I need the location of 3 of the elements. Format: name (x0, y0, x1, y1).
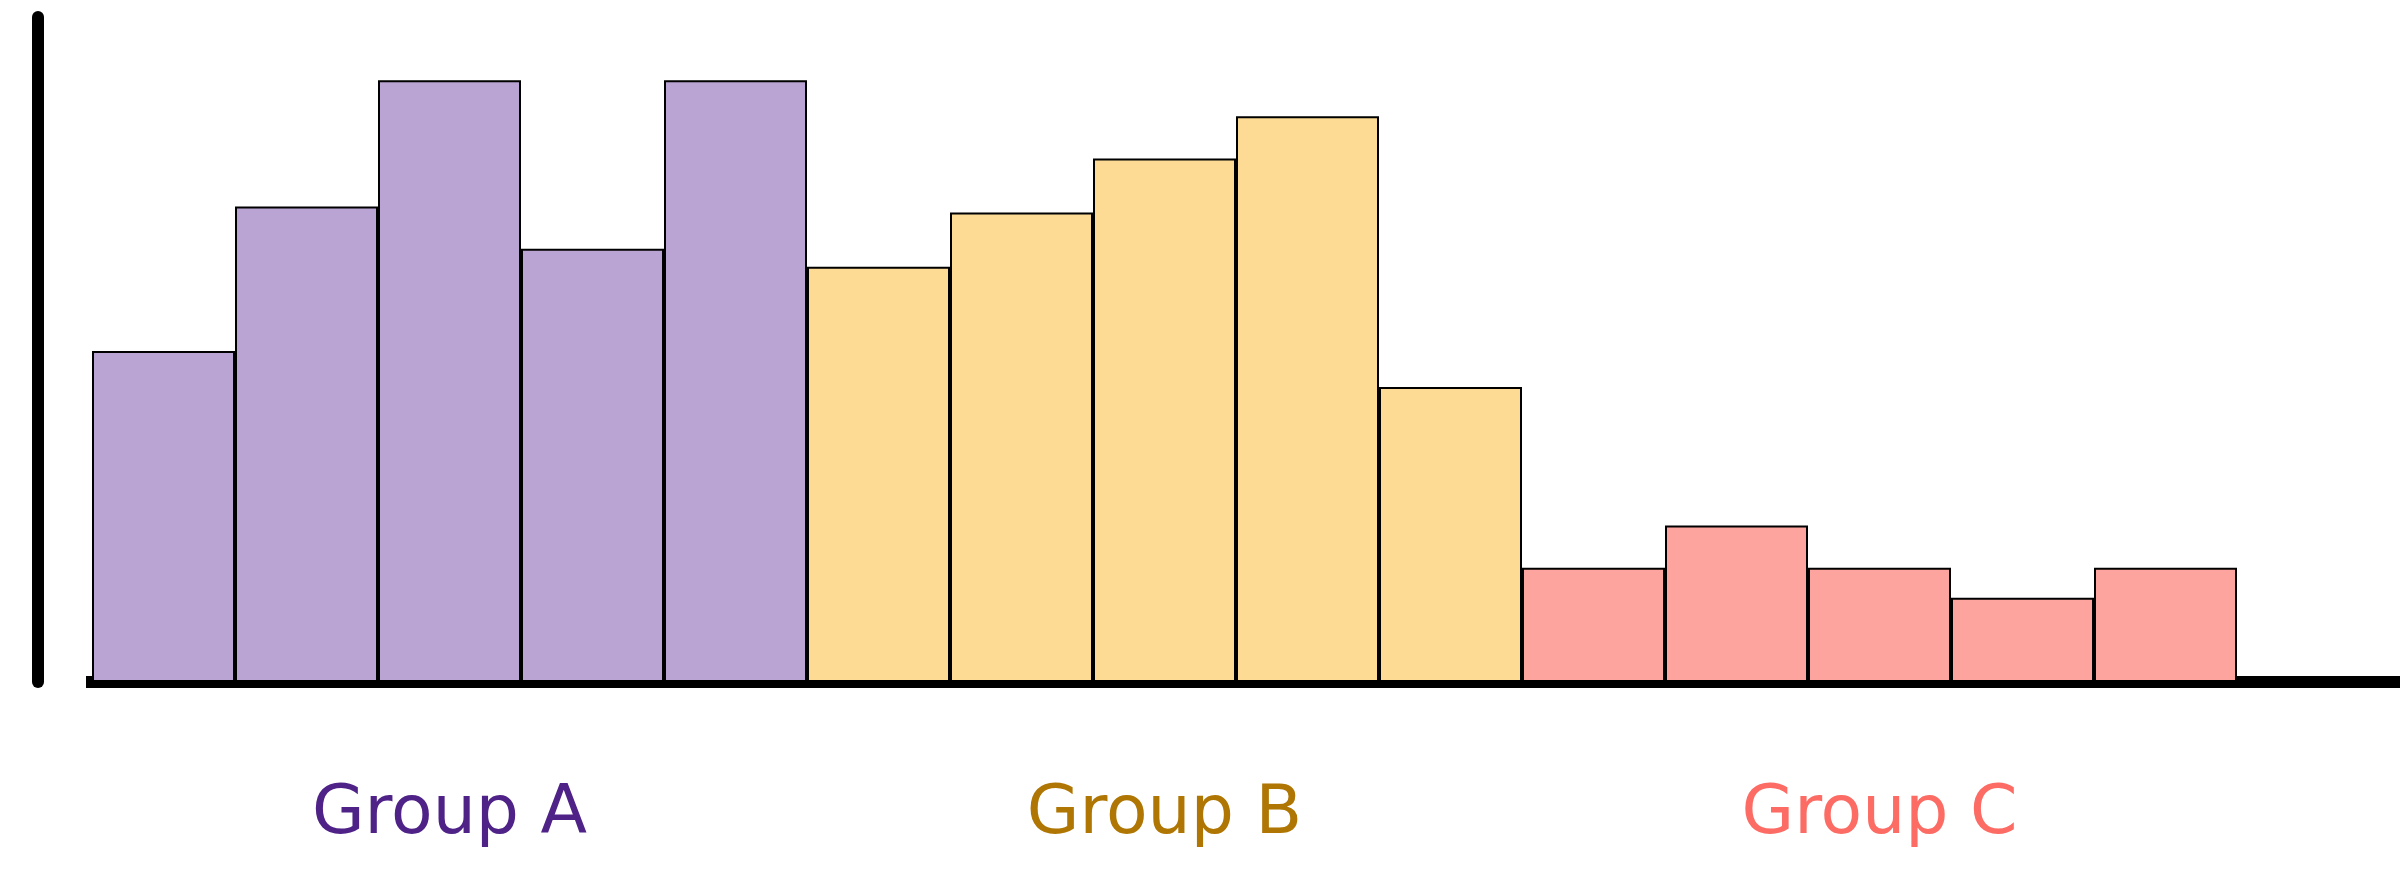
series-label: Group C (1741, 769, 2018, 849)
series-label: Group A (311, 769, 588, 849)
series-label: Group B (1026, 769, 1303, 849)
